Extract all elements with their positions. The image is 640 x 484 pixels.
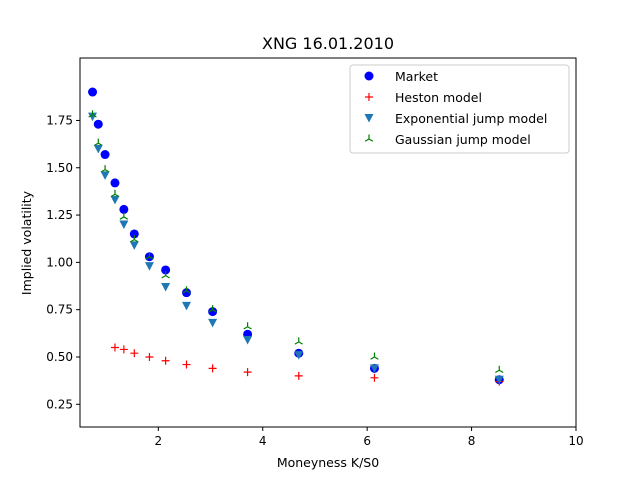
point-heston: [370, 373, 379, 382]
x-tick-label: 8: [468, 434, 476, 448]
chart-title: XNG 16.01.2010: [262, 34, 394, 53]
x-tick-label: 10: [568, 434, 583, 448]
point-gaussian-jump: [130, 235, 139, 243]
point-exponential-jump: [161, 282, 171, 292]
point-exponential-jump: [144, 262, 154, 271]
y-tick-label: 0.50: [46, 350, 73, 364]
point-gaussian-jump: [94, 138, 103, 146]
point-market: [208, 307, 218, 317]
point-gaussian-jump: [495, 365, 504, 374]
plot-marks: [88, 87, 504, 386]
point-heston: [208, 364, 217, 373]
legend-symbol-gaussian-jump: [364, 134, 374, 142]
x-axis-ticks: 2 4 6 8 10: [154, 427, 584, 448]
legend-symbols: [364, 71, 374, 142]
point-heston: [145, 352, 154, 361]
y-axis-ticks: 0.25 0.50 0.75 1.00 1.25 1.50 1.75: [46, 113, 80, 411]
point-gaussian-jump: [294, 337, 303, 345]
point-gaussian-jump: [100, 165, 110, 173]
x-tick-label: 4: [259, 434, 267, 448]
point-gaussian-jump: [208, 305, 217, 313]
x-tick-label: 2: [154, 434, 162, 448]
point-market: [93, 119, 103, 129]
point-exponential-jump: [369, 364, 379, 373]
point-exponential-jump: [294, 351, 304, 360]
y-tick-label: 1.50: [46, 161, 73, 175]
point-gaussian-jump: [161, 271, 170, 279]
legend-label-market: Market: [395, 69, 438, 84]
point-market: [88, 87, 98, 97]
point-heston: [161, 356, 170, 365]
plot-area-frame: [79, 57, 577, 428]
y-tick-label: 1.00: [46, 255, 73, 269]
point-gaussian-jump: [119, 212, 129, 220]
legend-label-gaussian-jump: Gaussian jump model: [395, 132, 531, 147]
point-market: [110, 178, 120, 188]
point-gaussian-jump: [88, 110, 97, 118]
point-heston: [110, 343, 119, 352]
legend: Market Heston model Exponential jump mod…: [349, 64, 570, 154]
point-market: [100, 150, 110, 160]
y-tick-label: 1.25: [46, 208, 73, 222]
y-tick-label: 0.25: [46, 397, 73, 411]
point-exponential-jump: [129, 241, 139, 250]
point-gaussian-jump: [110, 189, 120, 198]
legend-symbol-exponential-jump: [364, 114, 374, 123]
point-gaussian-jump: [243, 322, 252, 330]
point-gaussian-jump: [370, 352, 379, 360]
point-gaussian-jump: [182, 286, 191, 294]
point-exponential-jump: [494, 375, 504, 385]
x-axis-label: Moneyness K/S0: [277, 455, 379, 470]
point-heston: [182, 360, 191, 369]
legend-label-exponential-jump: Exponential jump model: [395, 111, 547, 126]
y-tick-label: 1.75: [46, 113, 73, 127]
point-exponential-jump: [208, 318, 218, 328]
point-heston: [294, 371, 303, 380]
y-axis-label: Implied volatility: [19, 190, 34, 295]
point-exponential-jump: [88, 112, 98, 122]
y-tick-label: 0.75: [46, 303, 73, 317]
point-market: [119, 204, 129, 214]
point-gaussian-jump: [145, 252, 154, 260]
point-market: [182, 288, 192, 298]
series-gaussian-jump: [88, 110, 504, 374]
point-exponential-jump: [243, 335, 253, 345]
point-exponential-jump: [110, 195, 120, 205]
point-heston: [243, 368, 252, 377]
legend-symbol-heston: [365, 93, 373, 101]
point-heston: [130, 349, 139, 358]
legend-box: [349, 64, 570, 154]
point-exponential-jump: [119, 220, 129, 230]
point-exponential-jump: [100, 171, 110, 180]
x-tick-label: 6: [363, 434, 371, 448]
legend-label-heston: Heston model: [395, 90, 482, 105]
series-exponential-jump: [88, 112, 504, 385]
point-market: [161, 265, 171, 275]
legend-symbol-market: [364, 71, 374, 81]
point-exponential-jump: [93, 144, 103, 154]
point-market: [129, 229, 139, 239]
point-heston: [119, 345, 128, 354]
point-exponential-jump: [182, 301, 192, 311]
